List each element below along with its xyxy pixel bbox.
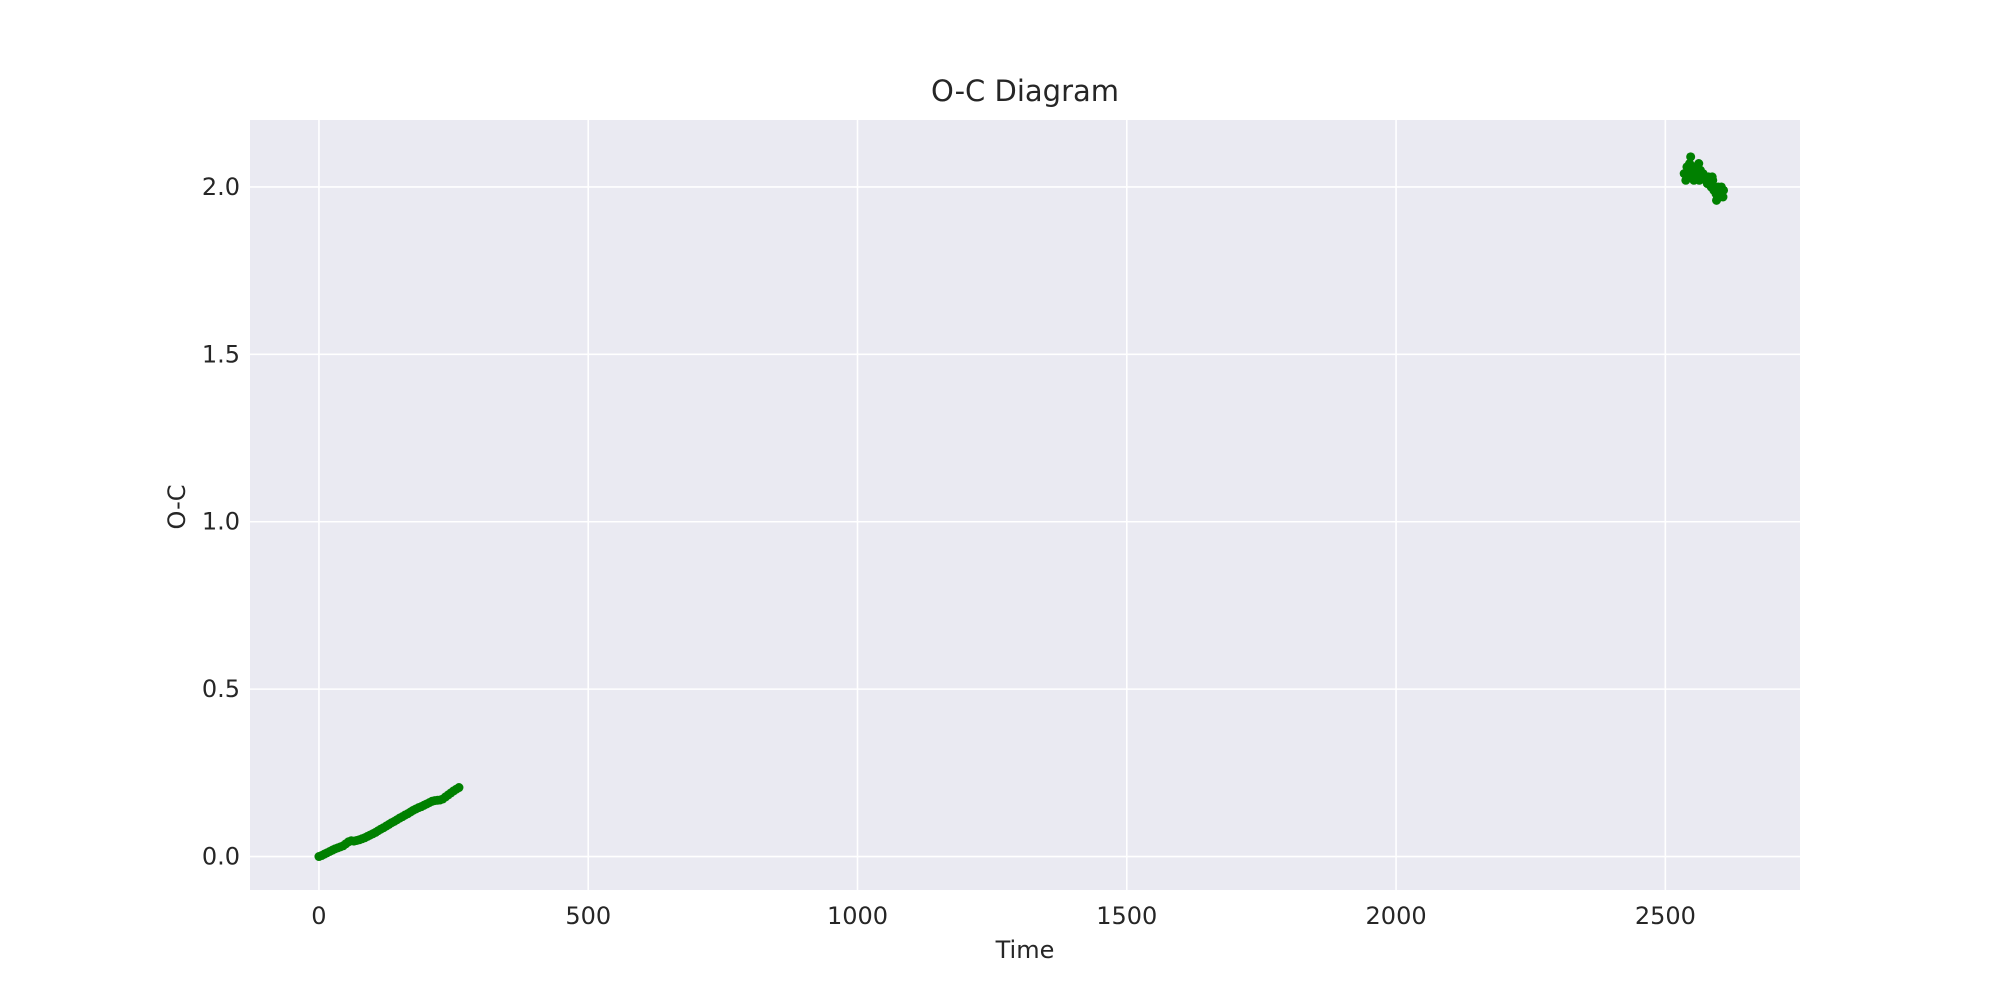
x-tick-label: 1000 <box>827 902 888 930</box>
x-tick-label: 500 <box>565 902 611 930</box>
x-tick-label: 2500 <box>1635 902 1696 930</box>
x-tick-label: 2000 <box>1366 902 1427 930</box>
x-axis-ticks: 0 500 1000 1500 2000 2500 <box>311 902 1696 930</box>
y-axis-ticks: 0.0 0.5 1.0 1.5 2.0 <box>202 173 240 871</box>
y-tick-label: 1.0 <box>202 508 240 536</box>
y-tick-label: 0.0 <box>202 843 240 871</box>
y-tick-label: 0.5 <box>202 675 240 703</box>
data-points <box>314 152 1729 862</box>
data-point <box>1719 185 1729 195</box>
grid <box>250 120 1800 890</box>
chart-title: O-C Diagram <box>931 74 1119 108</box>
x-axis-label: Time <box>995 936 1055 964</box>
y-tick-label: 2.0 <box>202 173 240 201</box>
y-tick-label: 1.5 <box>202 340 240 368</box>
data-point <box>1686 152 1696 162</box>
data-point <box>1718 192 1728 202</box>
x-tick-label: 0 <box>311 902 326 930</box>
data-point <box>454 783 464 793</box>
plot-area <box>250 120 1800 890</box>
x-tick-label: 1500 <box>1096 902 1157 930</box>
y-axis-label: O-C <box>163 485 191 530</box>
